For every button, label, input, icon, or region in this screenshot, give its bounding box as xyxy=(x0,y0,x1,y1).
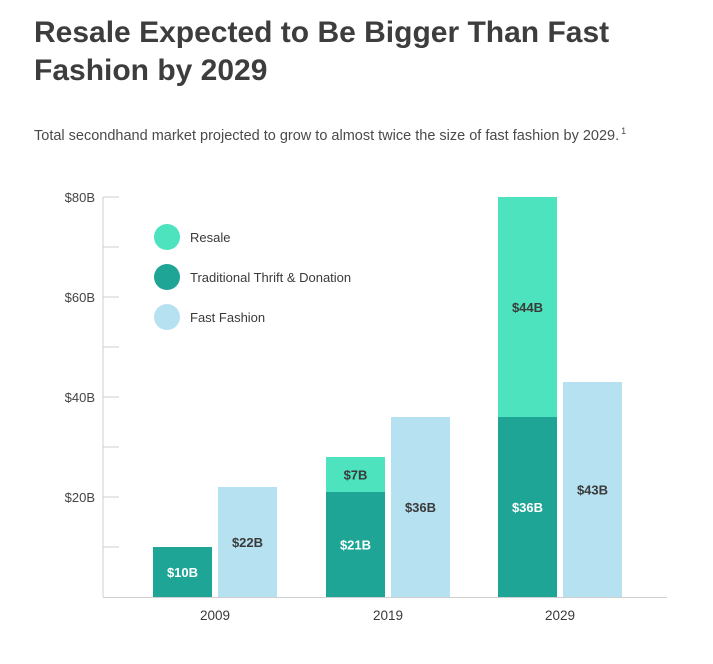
data-label-thrift-2019: $21B xyxy=(340,538,371,553)
y-tick-label: $20B xyxy=(65,490,95,505)
y-tick-label: $60B xyxy=(65,290,95,305)
data-label-fast-fashion-2009: $22B xyxy=(232,535,263,550)
x-tick-label: 2019 xyxy=(373,608,403,623)
data-label-thrift-2009: $10B xyxy=(167,565,198,580)
bar-fast-fashion-2019 xyxy=(391,417,450,597)
bar-fast-fashion-2029 xyxy=(563,382,622,597)
y-tick-label: $80B xyxy=(65,190,95,205)
data-label-fast-fashion-2019: $36B xyxy=(405,500,436,515)
legend-label: Traditional Thrift & Donation xyxy=(190,270,351,285)
chart-title: Resale Expected to Be Bigger Than Fast F… xyxy=(34,16,610,87)
legend-swatch-1 xyxy=(154,224,180,250)
data-label-thrift-2029: $36B xyxy=(512,500,543,515)
legend-label: Fast Fashion xyxy=(190,310,265,325)
chart-subtitle: Total secondhand market projected to gro… xyxy=(34,121,704,146)
legend-label: Resale xyxy=(190,230,230,245)
data-label-resale-2029: $44B xyxy=(512,300,543,315)
bar-thrift-2019 xyxy=(326,492,385,597)
bar-thrift-2029 xyxy=(498,417,557,597)
bar-resale-2019 xyxy=(326,457,385,492)
y-tick-label: $40B xyxy=(65,390,95,405)
data-label-resale-2019: $7B xyxy=(344,468,368,483)
bar-resale-2029 xyxy=(498,197,557,417)
footnote-marker: 1 xyxy=(621,126,627,136)
x-tick-label: 2029 xyxy=(545,608,575,623)
data-label-fast-fashion-2029: $43B xyxy=(577,483,608,498)
legend-swatch-3 xyxy=(154,304,180,330)
legend-swatch-2 xyxy=(154,264,180,290)
x-tick-label: 2009 xyxy=(200,608,230,623)
bar-fast-fashion-2009 xyxy=(218,487,277,597)
subtitle-text: Total secondhand market projected to gro… xyxy=(34,128,620,144)
bar-thrift-2009 xyxy=(153,547,212,597)
